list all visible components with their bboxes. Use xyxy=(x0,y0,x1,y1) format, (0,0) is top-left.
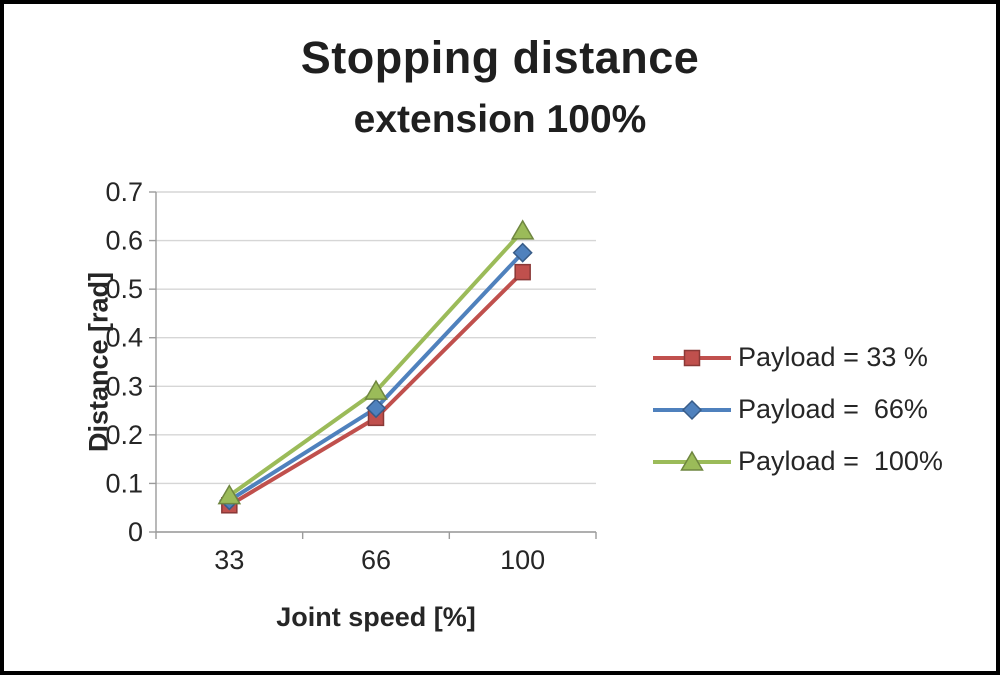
legend-item: Payload = 33 % xyxy=(652,342,943,373)
x-tick-label: 100 xyxy=(500,545,545,575)
y-tick-label: 0.2 xyxy=(105,420,143,450)
series-marker-triangle xyxy=(510,219,535,240)
y-tick-label: 0.5 xyxy=(105,274,143,304)
series-marker-diamond xyxy=(365,398,387,419)
legend-label: Payload = 66% xyxy=(738,394,928,424)
series-marker-triangle xyxy=(364,379,388,400)
series-marker-diamond xyxy=(681,399,703,420)
legend-sample xyxy=(653,399,731,420)
chart-subtitle: extension 100% xyxy=(353,98,647,141)
x-tick-label: 33 xyxy=(214,545,244,575)
series-line xyxy=(228,229,525,498)
legend-label: Payload = 33 % xyxy=(738,342,928,372)
y-tick-label: 0 xyxy=(128,517,143,547)
series-marker-triangle xyxy=(217,484,242,505)
legend-sample xyxy=(653,450,731,471)
y-tick-label: 0.6 xyxy=(105,226,143,256)
plot-svg: 0 0.1 0.2 0.3 0.4 0.5 0.6 0.7 33 66 100 xyxy=(105,179,597,575)
legend-sample xyxy=(653,349,731,366)
y-tick-label: 0.3 xyxy=(105,371,143,401)
legend-label: Payload = 100% xyxy=(738,446,943,476)
series-marker-square xyxy=(683,349,701,366)
y-tick-label: 0.4 xyxy=(105,323,143,353)
y-tick-label: 0.1 xyxy=(105,468,143,498)
chart-title: Stopping distance xyxy=(300,32,700,83)
legend-item: Payload = 100% xyxy=(652,446,943,477)
legend-item: Payload = 66% xyxy=(652,394,943,425)
series-marker-diamond xyxy=(512,242,533,263)
series-marker-square xyxy=(514,263,531,281)
series-marker-triangle xyxy=(680,450,704,471)
x-axis-title: Joint speed [%] xyxy=(276,602,476,632)
y-tick-label: 0.7 xyxy=(105,179,143,207)
legend: Payload = 33 % Payload = 66% Payload = 1… xyxy=(652,342,943,477)
x-tick-label: 66 xyxy=(361,545,391,575)
